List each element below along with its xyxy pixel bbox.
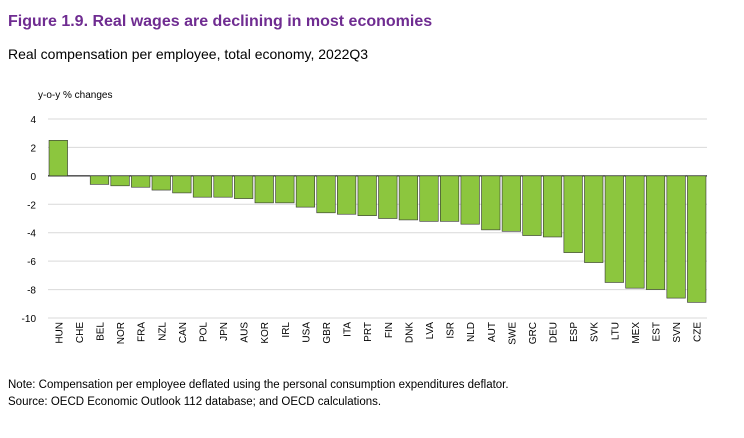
bar xyxy=(172,175,192,194)
x-tick-label: ESP xyxy=(569,322,580,342)
bar xyxy=(213,175,233,198)
bar xyxy=(89,175,110,185)
x-tick-label: CHE xyxy=(75,322,86,343)
y-tick-label: 0 xyxy=(30,172,36,183)
x-tick-label: BEL xyxy=(95,322,106,341)
bar xyxy=(522,175,542,236)
x-tick-label: CAN xyxy=(178,322,189,343)
bar xyxy=(337,175,357,215)
y-tick-label: -6 xyxy=(27,257,36,268)
bar xyxy=(234,175,254,199)
x-tick-label: CZE xyxy=(693,322,704,342)
x-tick-label: GBR xyxy=(322,322,333,344)
x-tick-label: ITA xyxy=(343,322,354,337)
bar xyxy=(151,175,171,191)
y-tick-label: -10 xyxy=(22,314,37,325)
y-tick-label: -4 xyxy=(27,229,36,240)
x-tick-label: JPN xyxy=(219,322,230,341)
y-tick-label: -2 xyxy=(27,200,36,211)
y-axis-label: y-o-y % changes xyxy=(38,90,112,101)
bar xyxy=(131,175,151,188)
x-tick-label: DNK xyxy=(404,322,415,343)
bar xyxy=(542,175,563,238)
bar xyxy=(192,175,213,198)
x-tick-label: MEX xyxy=(631,322,642,344)
x-tick-label: GRC xyxy=(528,322,539,344)
x-tick-label: ISR xyxy=(446,322,457,339)
x-tick-label: DEU xyxy=(549,322,560,343)
bar xyxy=(316,175,336,214)
bar xyxy=(666,175,686,299)
bar xyxy=(254,175,274,204)
bar xyxy=(625,175,645,289)
chart-subtitle: Real compensation per employee, total ec… xyxy=(8,46,368,62)
x-tick-label: FIN xyxy=(384,322,395,338)
x-tick-label: LTU xyxy=(610,322,621,340)
bar xyxy=(460,175,480,225)
bar xyxy=(295,175,315,208)
x-tick-label: KOR xyxy=(260,322,271,344)
y-tick-label: 2 xyxy=(30,143,36,154)
x-tick-label: NLD xyxy=(466,322,477,342)
x-tick-label: NOR xyxy=(116,322,127,344)
bar xyxy=(419,175,439,222)
bar xyxy=(48,140,68,177)
bar xyxy=(584,175,604,263)
bar xyxy=(481,175,501,231)
x-tick-label: AUS xyxy=(240,322,251,343)
x-tick-label: SVN xyxy=(672,322,683,343)
note: Note: Compensation per employee deflated… xyxy=(8,379,509,391)
x-tick-label: HUN xyxy=(54,322,65,344)
chart-title: Figure 1.9. Real wages are declining in … xyxy=(8,13,432,30)
bar xyxy=(687,175,707,303)
bar xyxy=(398,175,418,221)
x-tick-label: SWE xyxy=(507,322,518,345)
bar xyxy=(357,175,377,216)
y-tick-label: -8 xyxy=(27,286,36,297)
x-tick-label: LVA xyxy=(425,322,436,340)
x-tick-label: POL xyxy=(198,322,209,342)
x-tick-label: EST xyxy=(652,322,663,341)
x-tick-label: USA xyxy=(301,322,312,343)
x-tick-label: SVK xyxy=(590,322,601,342)
x-tick-label: NZL xyxy=(157,322,168,341)
bar xyxy=(645,175,666,290)
bar xyxy=(563,175,583,253)
x-tick-label: FRA xyxy=(137,322,148,342)
bar xyxy=(275,175,295,204)
bar xyxy=(440,175,460,222)
bar xyxy=(110,175,130,187)
x-tick-label: PRT xyxy=(363,322,374,342)
y-tick-label: 4 xyxy=(30,115,36,126)
bar xyxy=(501,175,521,232)
bar xyxy=(604,175,624,283)
bar xyxy=(378,175,398,219)
note: Source: OECD Economic Outlook 112 databa… xyxy=(8,396,381,408)
x-tick-label: AUT xyxy=(487,322,498,342)
x-tick-label: IRL xyxy=(281,322,292,338)
